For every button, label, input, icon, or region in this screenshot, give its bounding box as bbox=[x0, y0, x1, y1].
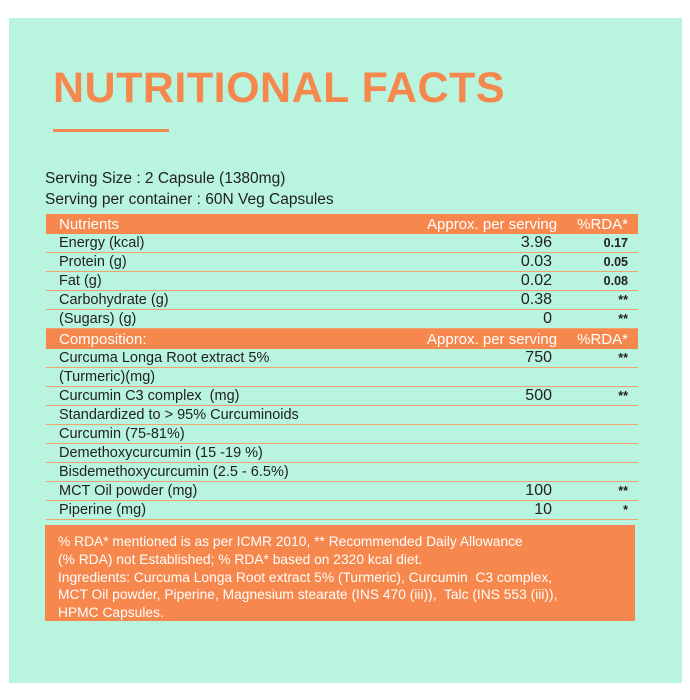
table-row-turmeric-mg: (Turmeric)(mg) bbox=[46, 368, 638, 387]
rda-header-label: %RDA* bbox=[577, 215, 628, 233]
row-rda-value: ** bbox=[618, 351, 628, 365]
table-row-curcumin-c3: Curcumin C3 complex (mg) 500 ** bbox=[46, 387, 638, 406]
table-row-standardized: Standardized to > 95% Curcuminoids bbox=[46, 406, 638, 425]
row-serving-value: 0 bbox=[543, 310, 552, 327]
nutrients-header-row: Nutrients Approx. per serving %RDA* bbox=[46, 214, 638, 234]
row-serving-value: 500 bbox=[525, 387, 552, 404]
rda-header-label: %RDA* bbox=[577, 330, 628, 348]
row-rda-value: ** bbox=[618, 484, 628, 498]
table-row-demethoxycurcumin: Demethoxycurcumin (15 -19 %) bbox=[46, 444, 638, 463]
row-name: Demethoxycurcumin (15 -19 %) bbox=[59, 445, 263, 461]
row-serving-value: 0.02 bbox=[520, 272, 552, 289]
row-name: Curcumin C3 complex (mg) bbox=[59, 388, 240, 404]
footnote-line: % RDA* mentioned is as per ICMR 2010, **… bbox=[58, 534, 523, 549]
row-rda-value: ** bbox=[618, 312, 628, 326]
footnote-line: MCT Oil powder, Piperine, Magnesium stea… bbox=[58, 587, 558, 603]
row-serving-value: 0.38 bbox=[520, 291, 552, 308]
row-serving-value: 100 bbox=[525, 482, 552, 499]
footnote-line: (% RDA) not Established; % RDA* based on… bbox=[58, 551, 423, 567]
row-rda-value: 0.08 bbox=[603, 274, 628, 288]
row-serving-value: 0.03 bbox=[520, 253, 552, 270]
table-row-sugars: (Sugars) (g) 0 ** bbox=[46, 310, 638, 329]
table-row-fat: Fat (g) 0.02 0.08 bbox=[46, 272, 638, 291]
row-rda-value: 0.05 bbox=[603, 255, 628, 269]
row-name: (Turmeric)(mg) bbox=[59, 369, 156, 385]
serving-info: Serving Size : 2 Capsule (1380mg) Servin… bbox=[45, 168, 334, 210]
page-title: NUTRITIONAL FACTS bbox=[53, 64, 506, 112]
row-name: Curcuma Longa Root extract 5% bbox=[59, 350, 270, 366]
row-serving-value: 10 bbox=[534, 501, 552, 518]
table-row-mct-oil: MCT Oil powder (mg) 100 ** bbox=[46, 482, 638, 501]
serving-size-text: Serving Size : 2 Capsule (1380mg) bbox=[45, 170, 286, 187]
nutrients-header-label: Nutrients bbox=[59, 215, 120, 233]
footnote-line: HPMC Capsules. bbox=[58, 605, 164, 621]
row-rda-value: ** bbox=[618, 293, 628, 307]
row-name: (Sugars) (g) bbox=[59, 311, 137, 327]
serving-container-text: Serving per container : 60N Veg Capsules bbox=[45, 191, 334, 208]
composition-header-row: Composition: Approx. per serving %RDA* bbox=[46, 329, 638, 349]
row-name: Energy (kcal) bbox=[59, 235, 145, 251]
serving-header-label: Approx. per serving bbox=[427, 215, 558, 233]
title-underline bbox=[53, 129, 169, 132]
table-row-bisdemethoxycurcumin: Bisdemethoxycurcumin (2.5 - 6.5%) bbox=[46, 463, 638, 482]
composition-header-label: Composition: bbox=[59, 330, 147, 348]
row-name: Standardized to > 95% Curcuminoids bbox=[59, 407, 299, 423]
row-rda-value: * bbox=[623, 503, 628, 517]
row-name: Curcumin (75-81%) bbox=[59, 426, 185, 442]
label-panel: NUTRITIONAL FACTS Serving Size : 2 Capsu… bbox=[9, 18, 682, 683]
row-name: MCT Oil powder (mg) bbox=[59, 483, 198, 499]
row-serving-value: 750 bbox=[525, 349, 552, 366]
table-row-curcuma-extract: Curcuma Longa Root extract 5% 750 ** bbox=[46, 349, 638, 368]
table-row-curcumin-pct: Curcumin (75-81%) bbox=[46, 425, 638, 444]
table-row-protein: Protein (g) 0.03 0.05 bbox=[46, 253, 638, 272]
row-rda-value: 0.17 bbox=[603, 236, 628, 250]
row-name: Fat (g) bbox=[59, 273, 102, 289]
table-row-energy: Energy (kcal) 3.96 0.17 bbox=[46, 234, 638, 253]
table-row-piperine: Piperine (mg) 10 * bbox=[46, 501, 638, 520]
footnote-box: % RDA* mentioned is as per ICMR 2010, **… bbox=[45, 525, 635, 621]
row-name: Bisdemethoxycurcumin (2.5 - 6.5%) bbox=[59, 464, 289, 480]
row-name: Piperine (mg) bbox=[59, 502, 147, 518]
serving-header-label: Approx. per serving bbox=[427, 330, 558, 348]
row-name: Carbohydrate (g) bbox=[59, 292, 169, 308]
nutrition-table: Nutrients Approx. per serving %RDA* Ener… bbox=[46, 214, 638, 520]
row-name: Protein (g) bbox=[59, 254, 127, 270]
row-serving-value: 3.96 bbox=[520, 234, 552, 251]
row-rda-value: ** bbox=[618, 389, 628, 403]
table-row-carbohydrate: Carbohydrate (g) 0.38 ** bbox=[46, 291, 638, 310]
footnote-line: Ingredients: Curcuma Longa Root extract … bbox=[58, 569, 553, 585]
